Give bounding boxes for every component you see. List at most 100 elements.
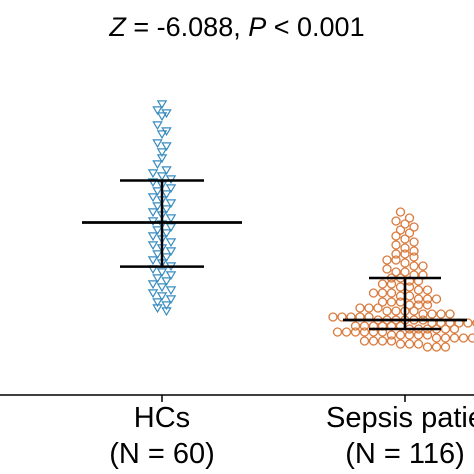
data-point-hcs — [156, 112, 168, 122]
data-point-hcs — [165, 271, 177, 281]
data-point-sepsis — [377, 279, 388, 289]
data-point-sepsis — [391, 240, 401, 250]
data-point-hcs — [161, 301, 172, 311]
data-point-sepsis — [409, 252, 419, 262]
data-point-sepsis — [386, 288, 397, 298]
data-point-hcs — [152, 106, 163, 116]
data-point-sepsis — [409, 306, 419, 316]
data-point-sepsis — [377, 288, 388, 298]
data-point-hcs — [152, 202, 163, 212]
data-point-sepsis — [409, 246, 419, 256]
data-point-sepsis — [395, 339, 406, 349]
data-point-sepsis — [413, 330, 424, 340]
data-point-sepsis — [386, 336, 397, 346]
data-point-sepsis — [391, 267, 401, 277]
category-count-sepsis: (N = 116) — [345, 438, 465, 470]
data-point-sepsis — [422, 330, 433, 340]
data-point-sepsis — [395, 297, 406, 307]
data-point-hcs — [161, 190, 172, 200]
z-value: = -6.088, — [125, 12, 249, 42]
data-point-hcs — [165, 214, 177, 224]
data-point-hcs — [161, 205, 172, 215]
data-point-hcs — [156, 172, 168, 182]
data-point-hcs — [165, 247, 177, 257]
data-point-hcs — [152, 298, 163, 308]
data-point-sepsis — [386, 297, 397, 307]
data-point-sepsis — [400, 243, 410, 253]
data-point-sepsis — [409, 222, 419, 232]
data-point-sepsis — [440, 342, 451, 352]
data-point-hcs — [161, 142, 172, 152]
data-point-sepsis — [368, 288, 379, 298]
data-point-hcs — [147, 289, 159, 299]
statistics-annotation: Z = -6.088, P < 0.001 — [0, 12, 474, 43]
data-point-sepsis — [400, 219, 410, 229]
data-point-hcs — [165, 238, 177, 248]
data-point-sepsis — [422, 300, 433, 310]
data-point-hcs — [152, 274, 163, 284]
data-point-hcs — [152, 121, 163, 131]
data-point-hcs — [147, 256, 159, 266]
category-name-hcs: HCs — [133, 402, 191, 434]
data-point-sepsis — [458, 333, 469, 343]
data-point-sepsis — [431, 342, 442, 352]
data-point-hcs — [152, 250, 163, 260]
data-point-sepsis — [404, 282, 415, 292]
data-point-sepsis — [395, 282, 406, 292]
data-point-hcs — [165, 286, 177, 296]
data-point-sepsis — [341, 327, 352, 337]
data-point-sepsis — [382, 306, 392, 316]
data-point-sepsis — [427, 309, 437, 319]
data-point-hcs — [165, 199, 177, 209]
data-point-sepsis — [377, 336, 388, 346]
data-point-sepsis — [400, 234, 410, 244]
data-point-hcs — [147, 178, 159, 188]
data-point-sepsis — [413, 285, 424, 295]
data-point-sepsis — [404, 339, 415, 349]
data-point-sepsis — [413, 300, 424, 310]
data-point-hcs — [161, 307, 172, 317]
data-point-sepsis — [431, 333, 442, 343]
data-point-sepsis — [400, 249, 410, 259]
data-point-sepsis — [359, 336, 370, 346]
z-symbol: Z — [109, 12, 126, 42]
data-point-sepsis — [359, 321, 370, 331]
data-point-hcs — [161, 166, 172, 176]
data-point-sepsis — [368, 336, 379, 346]
data-point-hcs — [147, 208, 159, 218]
data-point-hcs — [161, 277, 172, 287]
data-point-sepsis — [364, 303, 374, 313]
data-point-sepsis — [445, 309, 455, 319]
data-point-hcs — [165, 295, 177, 305]
data-point-hcs — [156, 154, 168, 164]
data-point-sepsis — [391, 306, 401, 316]
data-point-sepsis — [400, 267, 410, 277]
data-point-hcs — [152, 304, 163, 314]
data-point-sepsis — [382, 264, 392, 274]
data-point-hcs — [156, 130, 168, 140]
data-point-sepsis — [328, 312, 338, 322]
points-layer — [147, 100, 474, 352]
data-point-sepsis — [373, 303, 383, 313]
data-point-hcs — [156, 283, 168, 293]
data-point-sepsis — [404, 291, 415, 301]
data-point-sepsis — [337, 312, 347, 322]
data-point-sepsis — [355, 303, 365, 313]
data-point-hcs — [147, 193, 159, 203]
data-point-sepsis — [418, 261, 428, 271]
category-name-sepsis: Sepsis patie — [326, 402, 474, 434]
data-point-sepsis — [440, 324, 451, 334]
data-point-hcs — [147, 280, 159, 290]
data-point-hcs — [156, 100, 168, 110]
data-point-sepsis — [332, 327, 343, 337]
data-point-sepsis — [386, 279, 397, 289]
data-point-sepsis — [391, 216, 401, 226]
data-point-sepsis — [391, 249, 401, 259]
summary-bars-layer — [82, 179, 467, 331]
data-point-sepsis — [422, 294, 433, 304]
p-symbol: P — [248, 12, 267, 42]
data-point-sepsis — [449, 333, 460, 343]
data-point-sepsis — [395, 207, 406, 217]
category-label-sepsis: Sepsis patie (N = 116) — [305, 400, 474, 472]
data-point-sepsis — [413, 339, 424, 349]
